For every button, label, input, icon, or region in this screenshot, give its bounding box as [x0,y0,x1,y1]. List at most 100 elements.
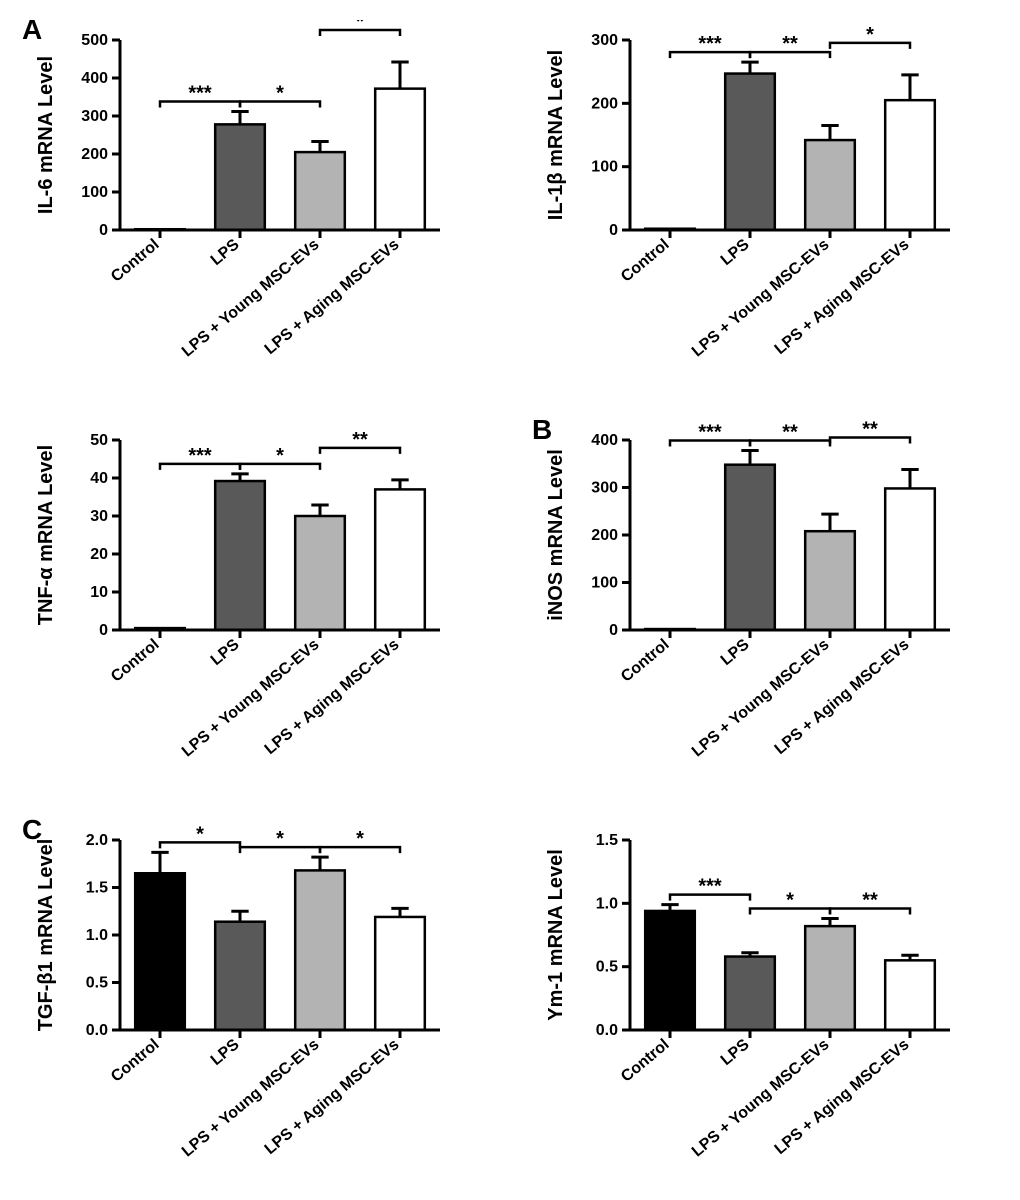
category-label: LPS [718,636,753,669]
category-label: LPS [718,236,753,269]
significance-label: * [356,828,364,850]
category-label: LPS [718,1036,753,1069]
category-label: LPS + Young MSC-EVs [179,236,323,360]
ytick-label: 100 [591,159,618,176]
bar-il1b-2 [805,140,855,230]
figure-grid: A0100200300400500ControlLPSLPS + Young M… [20,20,1000,1180]
ytick-label: 0.0 [86,1022,108,1039]
panel-tnfa: 01020304050ControlLPSLPS + Young MSC-EVs… [20,420,480,780]
ytick-label: 400 [81,70,108,87]
significance-label: * [276,82,284,104]
y-axis-title: Ym-1 mRNA Level [545,849,567,1021]
panel-label-C: C [22,814,42,846]
significance-label: * [196,823,204,845]
bar-tgfb1-1 [215,922,265,1030]
category-label: LPS + Aging MSC-EVs [262,636,403,758]
bar-inos-3 [885,488,935,630]
ytick-label: 0 [609,622,618,639]
ytick-label: 0.5 [596,959,618,976]
category-label: LPS [208,1036,243,1069]
category-label: LPS + Young MSC-EVs [179,636,323,760]
chart-tnfa: 01020304050ControlLPSLPS + Young MSC-EVs… [20,420,480,780]
ytick-label: 1.0 [596,895,618,912]
category-label: LPS + Young MSC-EVs [689,236,833,360]
bar-tgfb1-0 [135,873,185,1030]
ytick-label: 100 [81,184,108,201]
bar-il6-3 [375,89,425,230]
panel-il6: A0100200300400500ControlLPSLPS + Young M… [20,20,480,380]
chart-il6: 0100200300400500ControlLPSLPS + Young MS… [20,20,480,380]
significance-label: *** [698,876,722,898]
significance-label: ** [782,421,798,443]
ytick-label: 300 [591,32,618,49]
bar-tnfa-1 [215,481,265,630]
y-axis-title: TGF-β1 mRNA Level [35,839,57,1032]
category-label: LPS + Aging MSC-EVs [772,1036,913,1158]
category-label: Control [108,1036,162,1086]
panel-tgfb1: C0.00.51.01.52.0ControlLPSLPS + Young MS… [20,820,480,1180]
ytick-label: 1.5 [86,880,108,897]
chart-inos: 0100200300400ControlLPSLPS + Young MSC-E… [530,420,990,780]
significance-label: *** [698,33,722,55]
ytick-label: 0 [609,222,618,239]
bar-ym1-3 [885,960,935,1030]
significance-label: ** [352,429,368,451]
chart-ym1: 0.0 0.5 1.0 1.5 Control LPSLPS + Young MSC-EV… [530,820,990,1180]
bar-ym1-1 [725,957,775,1030]
ytick-label: 1.5 [596,832,618,849]
significance-label: *** [698,421,722,443]
ytick-label: 2.0 [86,832,108,849]
category-label: LPS + Aging MSC-EVs [262,236,403,358]
category-label: Control [618,636,672,686]
category-label: LPS + Aging MSC-EVs [772,636,913,758]
y-axis-title: TNF-α mRNA Level [35,445,57,625]
bar-ym1-2 [805,926,855,1030]
panel-inos: B0100200300400ControlLPSLPS + Young MSC-… [530,420,990,780]
significance-label: *** [188,82,212,104]
ytick-label: 1.0 [86,927,108,944]
ytick-label: 0 [99,622,108,639]
ytick-label: 200 [591,95,618,112]
category-label: LPS [208,636,243,669]
bar-il6-2 [295,152,345,230]
chart-il1b: 0100200300ControlLPSLPS + Young MSC-EVsL… [530,20,990,380]
y-axis-title: IL-1β mRNA Level [545,50,567,220]
significance-label: * [276,445,284,467]
significance-label: ** [862,890,878,912]
category-label: Control [108,636,162,686]
bar-tnfa-2 [295,516,345,630]
y-axis-title: IL-6 mRNA Level [35,56,57,214]
ytick-label: 40 [90,470,108,487]
ytick-label: 0.5 [86,975,108,992]
bar-inos-1 [725,465,775,630]
category-label: LPS + Aging MSC-EVs [262,1036,403,1158]
panel-label-A: A [22,14,42,46]
bar-tgfb1-3 [375,917,425,1030]
y-axis-title: iNOS mRNA Level [545,449,567,621]
significance-label: * [866,24,874,46]
ytick-label: 50 [90,432,108,449]
significance-label: * [356,20,364,33]
bar-inos-2 [805,531,855,630]
ytick-label: 400 [591,432,618,449]
ytick-label: 30 [90,508,108,525]
ytick-label: 200 [81,146,108,163]
ytick-label: 100 [591,575,618,592]
category-label: Control [108,236,162,286]
ytick-label: 200 [591,527,618,544]
panel-label-B: B [532,414,552,446]
chart-tgfb1: 0.00.51.01.52.0ControlLPSLPS + Young MSC… [20,820,480,1180]
category-label: Control [618,1036,672,1086]
ytick-label: 300 [81,108,108,125]
significance-label: * [786,890,794,912]
significance-label: * [276,828,284,850]
significance-label: ** [862,420,878,440]
ytick-label: 0.0 [596,1022,618,1039]
category-label: LPS + Young MSC-EVs [689,1036,833,1160]
bar-il1b-1 [725,74,775,230]
panel-ym1: 0.0 0.5 1.0 1.5 Control LPSLPS + Young MSC-EV… [530,820,990,1180]
category-label: Control [618,236,672,286]
category-label: LPS [208,236,243,269]
significance-label: ** [782,33,798,55]
ytick-label: 10 [90,584,108,601]
